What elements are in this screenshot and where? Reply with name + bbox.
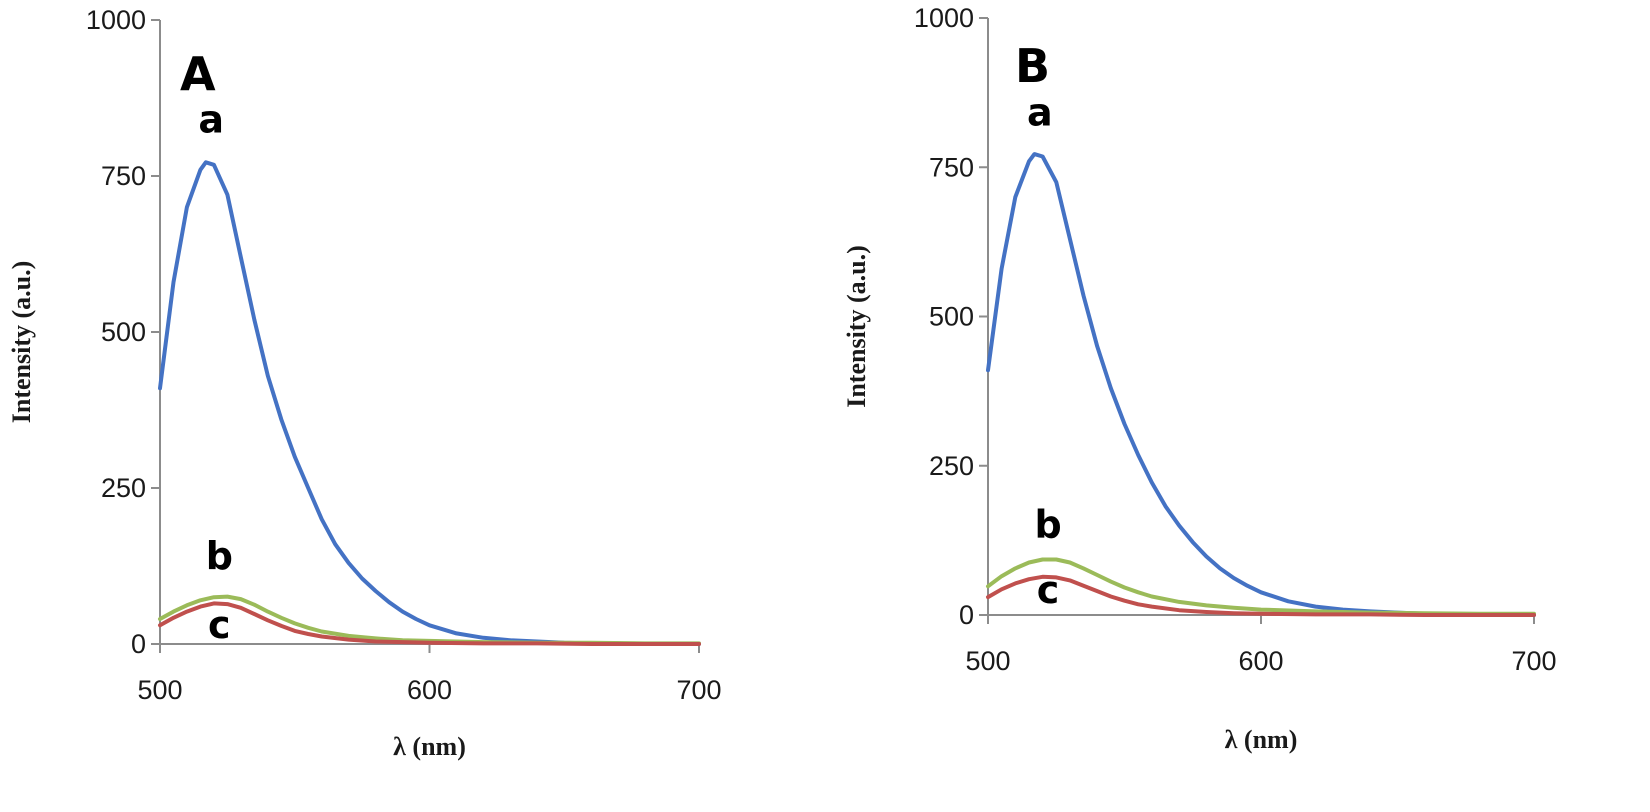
panel-label: B — [1015, 39, 1050, 93]
x-tick-label: 500 — [137, 675, 182, 705]
series-line-b — [158, 594, 701, 646]
x-tick-label: 700 — [1511, 646, 1556, 676]
x-tick-label: 600 — [1238, 646, 1283, 676]
y-tick-label: 750 — [101, 161, 146, 191]
x-tick-label: 600 — [407, 675, 452, 705]
panel-label: A — [180, 47, 216, 101]
x-axis-title: λ (nm) — [1225, 725, 1298, 754]
y-axis-title: Intensity (a.u.) — [7, 261, 36, 424]
y-tick-label: 250 — [929, 451, 974, 481]
series-line-b — [986, 557, 1536, 616]
series-line-c — [158, 601, 701, 646]
y-tick-label: 0 — [959, 600, 974, 630]
x-tick-label: 500 — [965, 646, 1010, 676]
y-tick-label: 500 — [101, 317, 146, 347]
curve-label-c: c — [1037, 568, 1060, 612]
y-tick-label: 750 — [929, 152, 974, 182]
curve-label-a: a — [1027, 90, 1053, 134]
curve-label-b: b — [1034, 502, 1061, 546]
panel-b: 0 250 500 750 1000 500 600 700 λ (nm) Intensity (… — [842, 3, 1557, 754]
series-line-a — [986, 152, 1536, 617]
curve-label-a: a — [198, 97, 224, 141]
series-line-c — [986, 574, 1536, 617]
y-tick-label: 500 — [929, 302, 974, 332]
curve-label-b: b — [206, 534, 233, 578]
y-tick-label: 250 — [101, 473, 146, 503]
y-tick-label: 1000 — [86, 5, 146, 35]
x-tick-label: 700 — [676, 675, 721, 705]
y-tick-label: 0 — [131, 629, 146, 659]
y-tick-label: 1000 — [914, 3, 974, 33]
y-axis-title: Intensity (a.u.) — [842, 245, 871, 408]
panel-a: 0 250 500 750 1000 500 600 700 λ (nm) Intensity (… — [7, 5, 722, 761]
series-line-a — [158, 160, 701, 646]
x-axis-title: λ (nm) — [393, 732, 466, 761]
curve-label-c: c — [208, 603, 231, 647]
